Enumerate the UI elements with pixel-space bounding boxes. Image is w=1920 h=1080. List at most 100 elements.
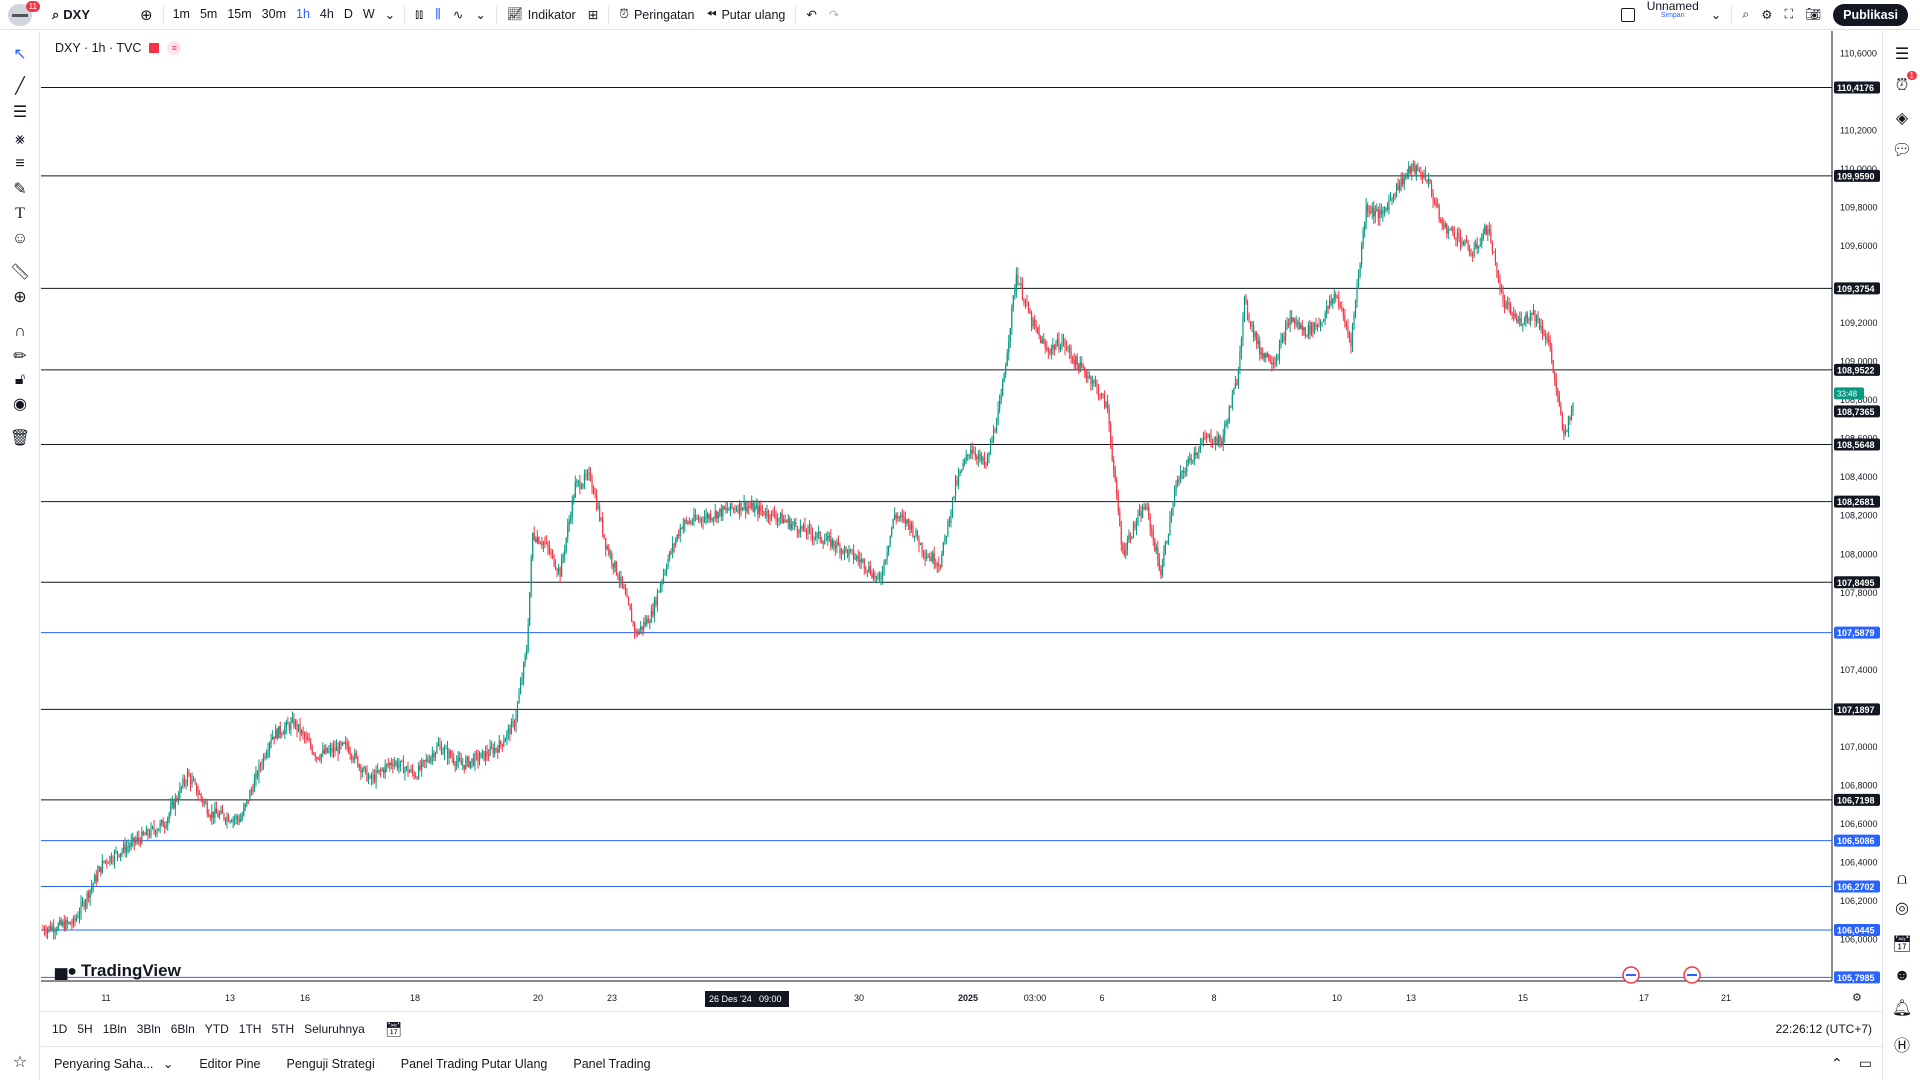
brush-tool[interactable]: ✎ bbox=[9, 178, 31, 200]
watchlist-button[interactable]: ☰ bbox=[1891, 43, 1913, 65]
undo-button[interactable]: ↶ bbox=[800, 0, 822, 30]
favorites-tool[interactable]: ☆ bbox=[9, 1051, 31, 1073]
bar-style-button[interactable]: ⫾⫾ bbox=[409, 0, 429, 30]
magnet-tool[interactable]: ∩ bbox=[9, 321, 31, 343]
tab-trading-panel[interactable]: Panel Trading bbox=[573, 1056, 651, 1071]
trendline-tool[interactable]: ╱ bbox=[9, 75, 31, 97]
snapshot-button[interactable]: 📷︎ bbox=[1799, 0, 1827, 30]
community-button[interactable]: ☻ bbox=[1891, 965, 1913, 987]
range-3bln[interactable]: 3Bln bbox=[136, 1022, 161, 1036]
tab-pine-editor[interactable]: Editor Pine bbox=[199, 1056, 261, 1071]
layout-name-button[interactable]: Unnamed Simpan bbox=[1641, 0, 1705, 30]
target-button[interactable]: ◎ bbox=[1891, 897, 1913, 919]
candle-body bbox=[646, 618, 648, 625]
timeframe-5m[interactable]: 5m bbox=[199, 7, 218, 21]
candle-body bbox=[1453, 232, 1455, 238]
object-tree-button[interactable]: ◈ bbox=[1891, 107, 1913, 129]
help-button[interactable]: Ⓗ bbox=[1891, 1033, 1913, 1055]
chart-type-dropdown[interactable]: ⌄ bbox=[469, 0, 491, 30]
range-5h[interactable]: 5H bbox=[77, 1022, 93, 1036]
pattern-tool[interactable]: ⨳ bbox=[9, 129, 31, 151]
time-axis[interactable]: 11 13 16 18 20 23 30 2025 03:00 6 8 10 13 15 17 21 26 De… bbox=[101, 966, 1862, 1007]
range-6bln[interactable]: 6Bln bbox=[170, 1022, 195, 1036]
price-chart[interactable]: 110,6000 110,2000 110,0000 109,8000 109,6000… bbox=[41, 31, 1882, 1011]
candle-body bbox=[506, 732, 508, 740]
layout-dropdown[interactable]: ⌄ bbox=[1705, 0, 1727, 30]
zoom-tool[interactable]: ⊕ bbox=[9, 286, 31, 308]
publish-button[interactable]: Publikasi bbox=[1827, 0, 1914, 30]
user-avatar[interactable]: 11 bbox=[8, 0, 40, 26]
candle-body bbox=[719, 508, 721, 512]
timeframe-1h[interactable]: 1h bbox=[296, 7, 310, 21]
menu-icon[interactable]: ≡ bbox=[167, 41, 182, 55]
text-tool[interactable]: T bbox=[9, 203, 31, 225]
range-5th[interactable]: 5TH bbox=[271, 1022, 295, 1036]
tab-replay-trading[interactable]: Panel Trading Putar Ulang bbox=[400, 1056, 548, 1071]
candle-body bbox=[1178, 479, 1180, 481]
cursor-tool[interactable]: ↖ bbox=[9, 43, 31, 65]
fib-tool[interactable]: ☰ bbox=[9, 101, 31, 123]
candle-body bbox=[708, 514, 710, 519]
chevron-up-icon[interactable]: ⌃ bbox=[1831, 1055, 1843, 1071]
measure-tool[interactable]: 📏︎ bbox=[9, 261, 31, 283]
line-style-button[interactable]: ∿ bbox=[447, 0, 469, 30]
candle-body bbox=[69, 922, 71, 925]
compare-symbol-button[interactable]: ⊕ bbox=[134, 0, 159, 30]
flag-icon[interactable] bbox=[149, 43, 160, 53]
timeframe-15m[interactable]: 15m bbox=[227, 7, 252, 21]
timeframe-1m[interactable]: 1m bbox=[172, 7, 190, 21]
timeframe-w[interactable]: W bbox=[362, 7, 375, 21]
indicators-button[interactable]: 📈︎ Indikator bbox=[501, 0, 582, 30]
alerts-button[interactable]: ⏰︎ Peringatan bbox=[613, 0, 700, 30]
timeframe-4h[interactable]: 4h bbox=[319, 7, 334, 21]
timeframe-30m[interactable]: 30m bbox=[261, 7, 286, 21]
range-1th[interactable]: 1TH bbox=[238, 1022, 262, 1036]
price-axis[interactable]: 110,6000 110,2000 110,0000 109,8000 109,6000… bbox=[1834, 48, 1880, 984]
fullscreen-button[interactable]: ⛶ bbox=[1778, 0, 1799, 30]
quick-search-button[interactable]: ⌕ bbox=[1736, 0, 1755, 30]
redo-button[interactable]: ↷ bbox=[823, 0, 845, 30]
range-1d[interactable]: 1D bbox=[52, 1022, 68, 1036]
timeframe-d[interactable]: D bbox=[343, 7, 353, 21]
hide-tool[interactable]: ◉ bbox=[9, 393, 31, 415]
trading-button[interactable]: ⩍ bbox=[1891, 869, 1913, 891]
tab-strategy-tester[interactable]: Penguji Strategi bbox=[286, 1056, 375, 1071]
gear-icon[interactable]: ⚙ bbox=[1852, 991, 1862, 1004]
candle-body bbox=[1435, 203, 1437, 207]
clock-timezone[interactable]: 22:26:12 (UTC+7) bbox=[1775, 1022, 1872, 1036]
candle-body bbox=[834, 545, 836, 549]
chevron-down-icon[interactable]: ⌄ bbox=[384, 8, 396, 22]
tradingview-logo[interactable]: ▅● TradingView bbox=[55, 961, 181, 981]
candle-body bbox=[833, 539, 835, 546]
remove-tool[interactable]: 🗑︎ bbox=[9, 427, 31, 449]
maximize-icon[interactable]: ▭ bbox=[1858, 1055, 1872, 1071]
alerts-panel-button[interactable]: ⏰︎ 1 bbox=[1891, 71, 1917, 97]
candle-body bbox=[1249, 321, 1252, 327]
range-all[interactable]: Seluruhnya bbox=[304, 1022, 365, 1036]
notifications-button[interactable]: 🔔︎ bbox=[1891, 997, 1913, 1019]
candle-body bbox=[440, 745, 443, 754]
range-ytd[interactable]: YTD bbox=[204, 1022, 229, 1036]
stay-drawing-tool[interactable]: ✏ bbox=[9, 345, 31, 367]
calendar-button[interactable]: 📅︎ bbox=[1891, 933, 1913, 955]
lock-tool[interactable]: 🔓︎ bbox=[9, 369, 31, 391]
candle-body bbox=[396, 761, 398, 768]
candle-body bbox=[547, 542, 549, 548]
layout-checkbox[interactable] bbox=[1615, 0, 1641, 30]
settings-button[interactable]: ⚙ bbox=[1755, 0, 1778, 30]
range-1bln[interactable]: 1Bln bbox=[102, 1022, 127, 1036]
tab-screener[interactable]: Penyaring Saha... ⌄ bbox=[41, 1056, 186, 1071]
candle-body bbox=[161, 820, 163, 824]
forecast-tool[interactable]: ≡ bbox=[9, 153, 31, 175]
chart-legend[interactable]: DXY · 1h · TVC ≡ bbox=[55, 41, 182, 55]
goto-date-icon[interactable]: 📅︎ bbox=[384, 1020, 403, 1037]
templates-button[interactable]: ⊞ bbox=[582, 0, 604, 30]
replay-button[interactable]: ⏪︎ Putar ulang bbox=[700, 0, 791, 30]
chat-button[interactable]: 💬︎ bbox=[1891, 139, 1913, 161]
symbol-search[interactable]: ⌕ DXY bbox=[46, 0, 96, 30]
candle-body bbox=[808, 527, 811, 529]
candle-style-button[interactable]: ⫼ bbox=[429, 0, 447, 30]
chart-area[interactable]: 110,6000 110,2000 110,0000 109,8000 109,6000… bbox=[41, 31, 1882, 1011]
candle-body bbox=[1333, 294, 1335, 299]
emoji-tool[interactable]: ☺ bbox=[9, 228, 31, 250]
